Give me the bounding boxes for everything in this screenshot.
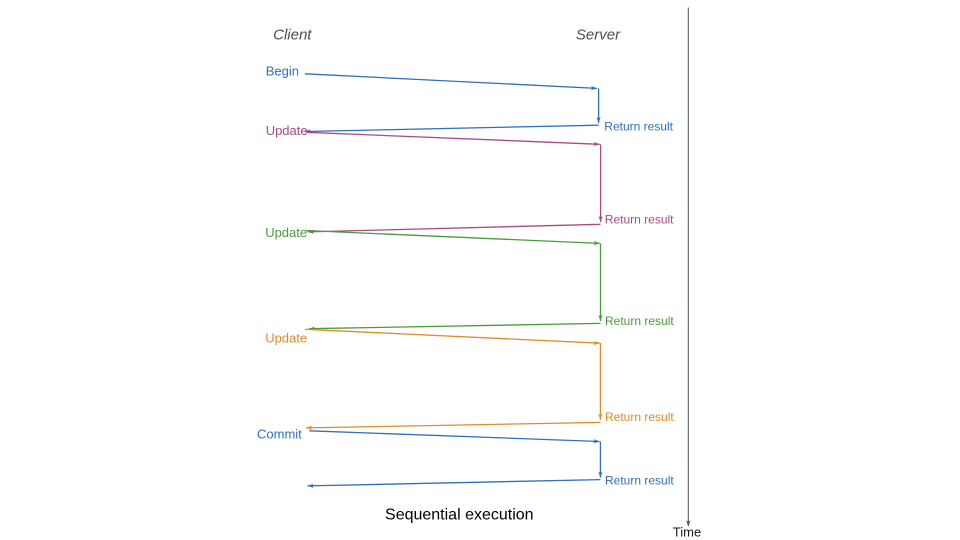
svg-text:Commit: Commit	[257, 426, 302, 441]
svg-text:Return result: Return result	[605, 212, 674, 226]
svg-text:Update: Update	[265, 225, 307, 240]
svg-text:Return result: Return result	[605, 410, 674, 424]
svg-text:Update: Update	[265, 330, 307, 345]
svg-text:Client: Client	[273, 26, 312, 43]
svg-text:Server: Server	[576, 26, 621, 43]
svg-text:Update: Update	[266, 123, 308, 138]
svg-text:Return result: Return result	[605, 314, 674, 328]
svg-text:Return result: Return result	[604, 120, 673, 134]
svg-text:Sequential execution: Sequential execution	[385, 507, 534, 524]
svg-text:Time: Time	[673, 525, 701, 540]
svg-text:Begin: Begin	[266, 64, 299, 79]
svg-text:Return result: Return result	[605, 474, 674, 488]
